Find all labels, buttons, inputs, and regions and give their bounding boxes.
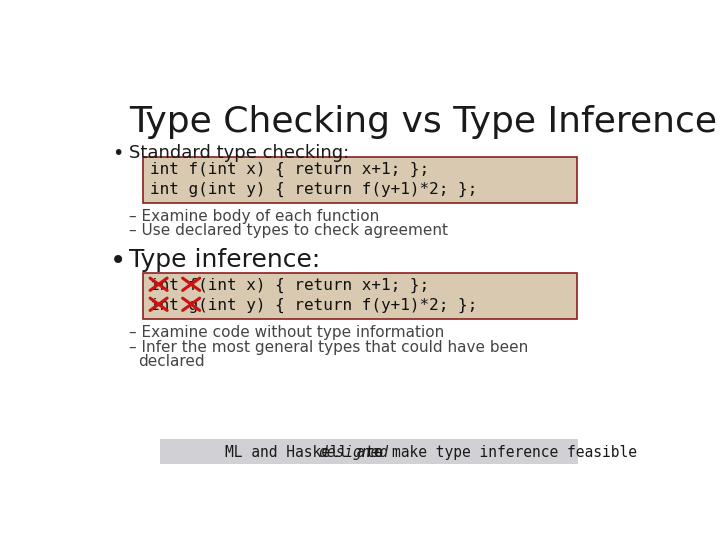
Text: int g(int y) { return f(y+1)*2; };: int g(int y) { return f(y+1)*2; }; [150,182,477,197]
Text: – Examine code without type information: – Examine code without type information [129,325,444,340]
Text: int f(int x) { return x+1; };: int f(int x) { return x+1; }; [150,278,430,293]
Text: ML and Haskell are: ML and Haskell are [225,445,391,460]
FancyBboxPatch shape [143,157,577,204]
Text: •: • [110,247,127,275]
FancyBboxPatch shape [143,273,577,319]
Text: int g(int y) { return f(y+1)*2; };: int g(int y) { return f(y+1)*2; }; [150,298,477,313]
Text: to make type inference feasible: to make type inference feasible [357,445,636,460]
Text: int f(int x) { return x+1; };: int f(int x) { return x+1; }; [150,162,430,177]
Text: Type Checking vs Type Inference: Type Checking vs Type Inference [129,105,716,139]
Text: – Examine body of each function: – Examine body of each function [129,209,379,224]
Text: – Infer the most general types that could have been: – Infer the most general types that coul… [129,340,528,355]
FancyBboxPatch shape [160,439,578,464]
Text: Type inference:: Type inference: [129,248,320,272]
Text: Standard type checking:: Standard type checking: [129,144,349,162]
Text: designed: designed [318,445,388,460]
Text: declared: declared [138,354,204,368]
Text: •: • [112,144,123,163]
Text: – Use declared types to check agreement: – Use declared types to check agreement [129,224,448,239]
